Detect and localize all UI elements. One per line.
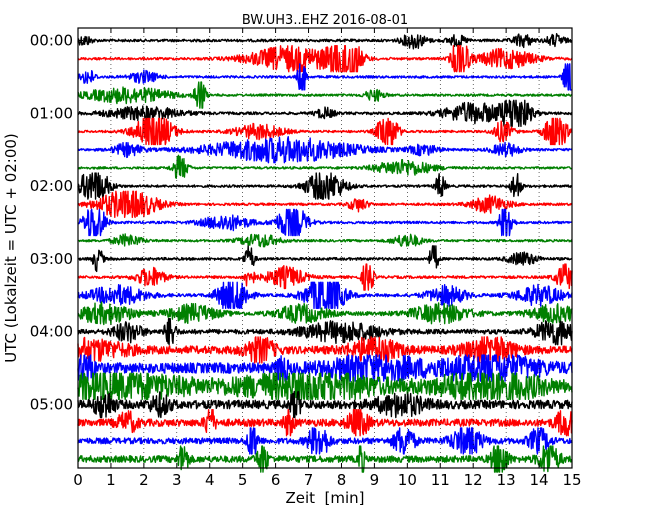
x-tick-label: 13	[497, 471, 516, 489]
chart-title: BW.UH3..EHZ 2016-08-01	[242, 13, 408, 28]
y-tick-label: 00:00	[30, 32, 73, 50]
trace-0200	[77, 172, 573, 200]
trace-0215	[77, 190, 573, 218]
trace-0415	[77, 336, 573, 364]
y-tick-label: 03:00	[30, 250, 73, 268]
x-tick-label: 3	[172, 471, 182, 489]
trace-0500	[77, 390, 573, 419]
x-tick-label: 0	[73, 471, 83, 489]
trace-layer	[77, 33, 573, 473]
trace-0345	[77, 301, 573, 326]
trace-0445	[77, 372, 573, 400]
x-tick-label: 10	[398, 471, 417, 489]
trace-0300	[77, 245, 573, 273]
trace-0530	[77, 427, 573, 455]
y-tick-label: 04:00	[30, 323, 73, 341]
y-tick-label: 01:00	[30, 104, 73, 122]
grid-layer	[78, 28, 572, 468]
x-tick-label: 15	[562, 471, 581, 489]
x-axis-label: Zeit [min]	[285, 489, 364, 507]
x-tick-label: 8	[337, 471, 347, 489]
trace-0315	[77, 263, 573, 291]
trace-0045	[77, 81, 573, 109]
x-tick-label: 7	[304, 471, 314, 489]
trace-0130	[77, 136, 573, 164]
trace-0515	[77, 409, 573, 437]
x-tick-label: 12	[464, 471, 483, 489]
x-tick-label: 9	[370, 471, 380, 489]
trace-0245	[77, 233, 573, 248]
x-tick-label: 4	[205, 471, 215, 489]
y-axis-label: UTC (Lokalzeit = UTC + 02:00)	[2, 133, 20, 363]
y-tick-label: 05:00	[30, 396, 73, 414]
trace-0545	[77, 445, 573, 473]
trace-0030	[77, 63, 573, 91]
x-axis: 0 1 2 3 4 5 6 7 8 9 10 11 12 13 14 15	[73, 28, 582, 489]
x-tick-label: 1	[106, 471, 116, 489]
trace-0230	[77, 208, 573, 237]
trace-0145	[77, 154, 573, 179]
trace-0115	[77, 117, 573, 146]
x-tick-label: 2	[139, 471, 149, 489]
trace-0000	[77, 33, 573, 50]
x-tick-label: 6	[271, 471, 281, 489]
plot-frame	[77, 27, 573, 469]
trace-0430	[77, 354, 573, 382]
y-tick-label: 02:00	[30, 177, 73, 195]
trace-0015	[77, 45, 573, 73]
y-axis: 00:00 01:00 02:00 03:00 04:00 05:00	[30, 32, 572, 414]
x-tick-label: 11	[431, 471, 450, 489]
x-tick-label: 5	[238, 471, 248, 489]
trace-0330	[77, 281, 573, 309]
trace-0100	[77, 99, 573, 127]
x-tick-label: 14	[530, 471, 549, 489]
trace-0400	[77, 318, 573, 346]
